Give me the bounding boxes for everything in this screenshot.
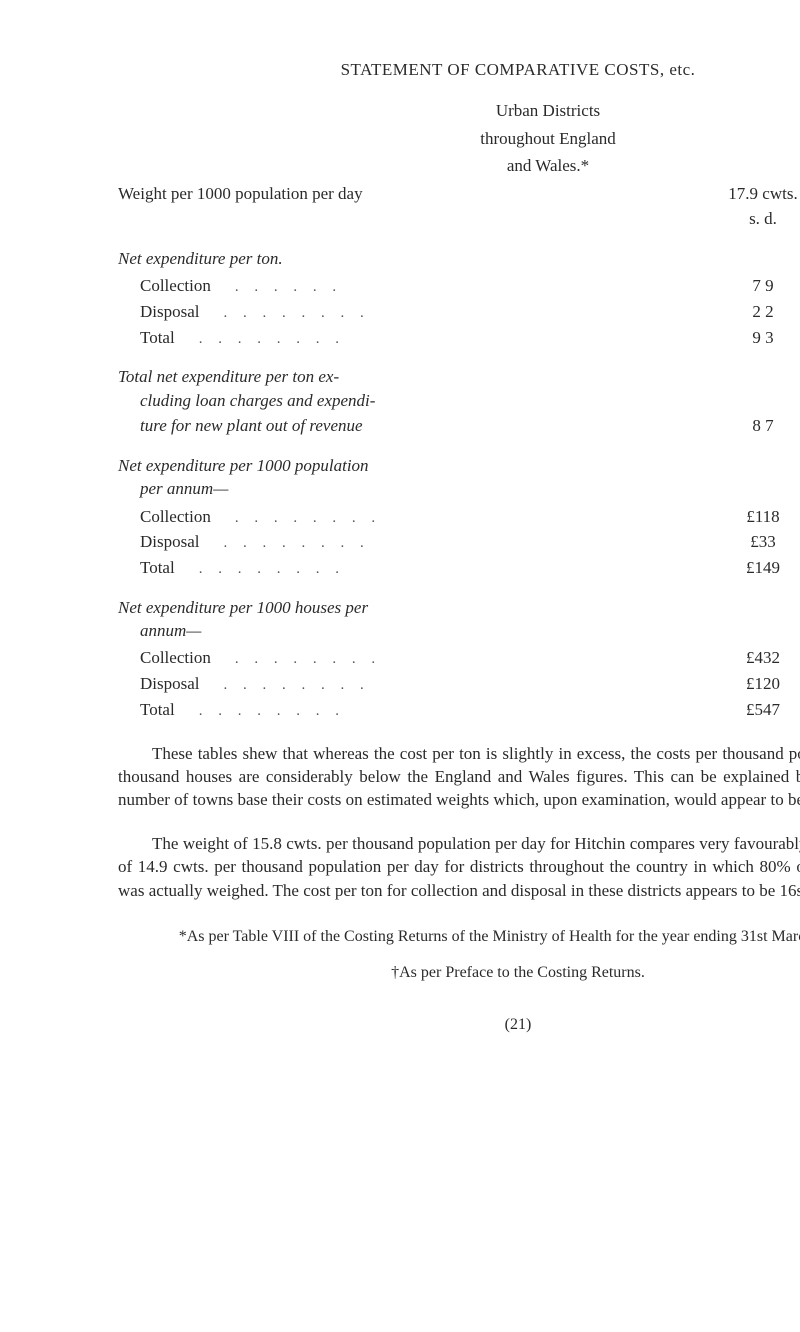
table-row: Total. . . . . . . .£149£138 [118, 556, 800, 580]
section-c-rows: Collection. . . . . . . .£118£100Disposa… [118, 505, 800, 580]
table-row: Collection. . . . . . . .£432£336 [118, 646, 800, 670]
dot-leader: . . . . . . . . [211, 649, 381, 670]
row-label-text: Collection [140, 646, 211, 669]
dot-leader: . . . . . . . . [200, 533, 370, 554]
section-c-heading: Net expenditure per 1000 population per … [118, 454, 800, 501]
section-d-heading: Net expenditure per 1000 houses per annu… [118, 596, 800, 643]
dot-leader: . . . . . . [211, 277, 342, 298]
urban-line1: Urban Districts [118, 99, 798, 122]
table-row: Disposal. . . . . . . .£33£38 [118, 530, 800, 554]
section-b-l1: Total net expenditure per ton ex- [118, 365, 800, 388]
weight-per-1000-label: Weight per 1000 population per day [118, 182, 718, 205]
section-c-l1: Net expenditure per 1000 population [118, 454, 800, 477]
section-d-rows: Collection. . . . . . . .£432£336Disposa… [118, 646, 800, 721]
row-label: Collection. . . . . . . . [118, 646, 718, 670]
section-a-heading: Net expenditure per ton. [118, 247, 800, 270]
dot-leader: . . . . . . . . [175, 329, 345, 350]
row-label: Disposal. . . . . . . . [118, 300, 718, 324]
footnote-1: *As per Table VIII of the Costing Return… [118, 926, 800, 948]
section-d-l1: Net expenditure per 1000 houses per [118, 596, 800, 619]
section-d-l2: annum— [118, 619, 800, 642]
row-value-urban: 9 3 [718, 326, 800, 349]
sd-heading-urban: s. d. [718, 207, 800, 230]
row-label-text: Disposal [140, 530, 200, 553]
page-title: STATEMENT OF COMPARATIVE COSTS, etc. [118, 58, 800, 81]
row-label: Total. . . . . . . . [118, 326, 718, 350]
section-b-l3: ture for new plant out of revenue [118, 414, 718, 437]
dot-leader: . . . . . . . . [200, 675, 370, 696]
row-value-urban: £547 [718, 698, 800, 721]
dot-leader: . . . . . . . . [200, 303, 370, 324]
section-b-l2: cluding loan charges and expendi- [118, 389, 800, 412]
table-row: Disposal. . . . . . . .2 22 8 [118, 300, 800, 324]
row-label-text: Disposal [140, 672, 200, 695]
table-row: Collection. . . . . . . .£118£100 [118, 505, 800, 529]
header-block: Urban Districts throughout England and W… [118, 99, 800, 230]
row-label-text: Total [140, 326, 175, 349]
section-b-heading: Total net expenditure per ton ex- cludin… [118, 365, 800, 437]
row-value-urban: £120 [718, 672, 800, 695]
weight-urban-val: 17.9 cwts. [718, 182, 800, 205]
dot-leader: . . . . . . . . [175, 701, 345, 722]
section-b-c1: 8 7 [718, 414, 800, 437]
row-value-urban: 2 2 [718, 300, 800, 323]
row-value-urban: £33 [718, 530, 800, 553]
row-label: Disposal. . . . . . . . [118, 672, 718, 696]
paragraph-1: These tables shew that whereas the cost … [118, 742, 800, 812]
table-row: Total. . . . . . . .£547£464 [118, 698, 800, 722]
row-label-text: Collection [140, 274, 211, 297]
row-value-urban: £432 [718, 646, 800, 669]
section-a-rows: Collection. . . . . .7 97 2Disposal. . .… [118, 274, 800, 349]
section-c-l2: per annum— [118, 477, 800, 500]
row-value-urban: £149 [718, 556, 800, 579]
table-row: Collection. . . . . .7 97 2 [118, 274, 800, 298]
footnote-2: †As per Preface to the Costing Returns. [118, 962, 800, 984]
row-label-text: Disposal [140, 300, 200, 323]
row-label: Total. . . . . . . . [118, 556, 718, 580]
table-row: Total. . . . . . . .9 39 10 [118, 326, 800, 350]
page-number: (21) [118, 1014, 800, 1036]
row-label-text: Collection [140, 505, 211, 528]
row-label: Total. . . . . . . . [118, 698, 718, 722]
dot-leader: . . . . . . . . [175, 559, 345, 580]
row-value-urban: £118 [718, 505, 800, 528]
dot-leader: . . . . . . . . [211, 508, 381, 529]
table-row: Disposal. . . . . . . .£120£128 [118, 672, 800, 696]
row-label: Collection. . . . . . [118, 274, 718, 298]
row-label-text: Total [140, 556, 175, 579]
row-label: Disposal. . . . . . . . [118, 530, 718, 554]
row-value-urban: 7 9 [718, 274, 800, 297]
urban-line3: and Wales.* [118, 154, 798, 177]
row-label-text: Total [140, 698, 175, 721]
paragraph-2: The weight of 15.8 cwts. per thousand po… [118, 832, 800, 902]
urban-line2: throughout England [118, 127, 798, 150]
row-label: Collection. . . . . . . . [118, 505, 718, 529]
